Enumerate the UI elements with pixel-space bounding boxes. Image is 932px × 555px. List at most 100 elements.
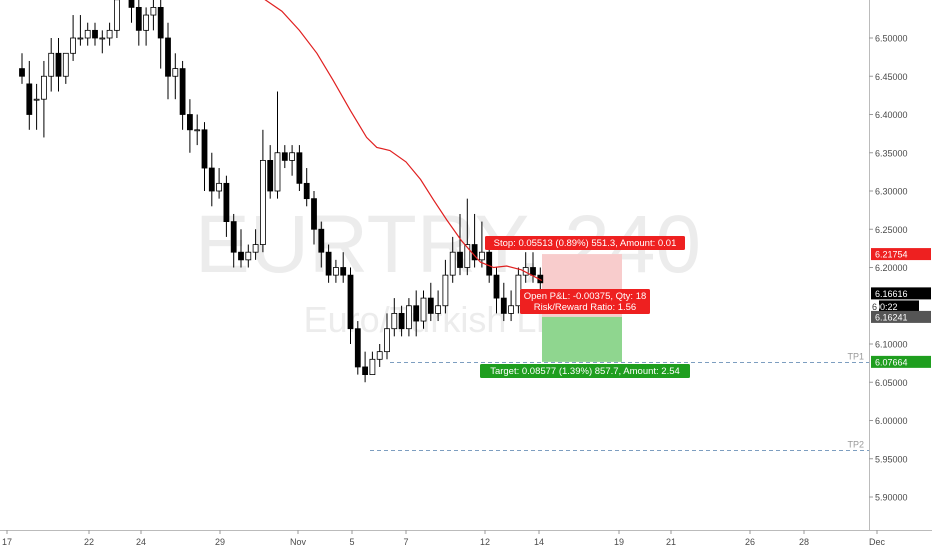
moving-average — [264, 0, 543, 282]
candle-body — [427, 297, 434, 314]
candle-body — [332, 267, 339, 276]
pnl-label-text: Risk/Reward Ratio: 1.56 — [534, 302, 636, 313]
candle-body — [478, 251, 485, 261]
dashed-line-label: TP2 — [847, 440, 864, 450]
candle-body — [135, 7, 142, 31]
price-axis[interactable]: 6.50000 6.45000 6.40000 6.35000 6.30000 6.250… — [869, 34, 908, 503]
candle-body — [303, 182, 310, 200]
y-tick-label: 5.90000 — [875, 493, 908, 503]
candle-body — [179, 68, 186, 115]
candle-body — [449, 251, 456, 276]
candle-body — [70, 37, 76, 54]
x-tick-label: 12 — [480, 537, 490, 547]
candle-body — [186, 114, 193, 131]
candle-body — [157, 7, 164, 39]
x-tick-label: 17 — [2, 537, 12, 547]
target-label-box — [480, 364, 690, 378]
candle-body — [508, 305, 515, 314]
price-tag-current — [871, 287, 931, 300]
candle-body — [442, 274, 449, 307]
candle-body — [354, 328, 361, 368]
candle-body — [289, 152, 296, 161]
time-axis[interactable]: 17 22 24 29 Nov 5 7 12 14 19 21 26 28 Dec — [2, 530, 886, 547]
price-tag-target — [871, 355, 931, 368]
candle-body — [296, 152, 303, 184]
candle-body — [172, 68, 179, 77]
candle-body — [340, 267, 347, 276]
candle-body — [398, 312, 405, 330]
candle-body — [369, 358, 376, 375]
candle-body — [41, 75, 47, 100]
price-tag-text: 6.16241 — [875, 312, 908, 322]
candle-body — [318, 228, 325, 253]
x-tick-label: 7 — [403, 537, 408, 547]
candle-body — [457, 251, 463, 268]
candle-body — [223, 182, 230, 223]
y-tick-label: 6.40000 — [875, 110, 908, 120]
candle-body — [267, 159, 274, 192]
y-tick-label: 6.45000 — [875, 72, 908, 82]
candle-body — [420, 297, 427, 322]
candle-body — [500, 297, 507, 314]
price-tag-text: 6.21754 — [875, 250, 908, 260]
candle-body — [259, 159, 266, 245]
y-tick-label: 6.00000 — [875, 416, 908, 426]
candle-body — [245, 251, 252, 261]
candle-body — [77, 37, 84, 40]
candle-body — [486, 251, 493, 276]
candle-body — [143, 14, 150, 31]
candlestick-series — [19, 0, 544, 383]
price-tags: 6.21754 6.16616 00:226.16241 6.07664 6 — [871, 248, 931, 368]
candle-body — [311, 198, 317, 230]
x-tick-label: 28 — [799, 537, 809, 547]
candle-body — [347, 274, 354, 330]
y-tick-label: 6.50000 — [875, 34, 908, 44]
x-tick-label: 19 — [614, 537, 624, 547]
candle-body — [325, 251, 332, 276]
x-tick-label: 5 — [349, 537, 354, 547]
x-tick-label: 29 — [215, 537, 225, 547]
candle-body — [384, 328, 390, 353]
y-tick-label: 6.10000 — [875, 340, 908, 350]
stop-label-box — [485, 236, 685, 250]
candle-body — [106, 29, 113, 39]
candle-body — [62, 52, 69, 77]
y-tick-label: 5.95000 — [875, 454, 908, 464]
position-labels: Stop: 0.05513 (0.89%) 551.3, Amount: 0.0… — [480, 236, 690, 378]
candle-body — [413, 305, 420, 322]
moving-average-line — [264, 0, 543, 282]
price-tag-stop — [871, 248, 931, 261]
candle-body — [84, 29, 91, 39]
stop-label-text: Stop: 0.05513 (0.89%) 551.3, Amount: 0.0… — [494, 238, 677, 249]
x-tick-label: Nov — [290, 537, 307, 547]
candle-body — [405, 305, 412, 330]
y-tick-label: 6.25000 — [875, 225, 908, 235]
y-tick-label: 6.30000 — [875, 187, 908, 197]
pnl-label-text: Open P&L: -0.00375, Qty: 18 — [524, 291, 647, 302]
candle-body — [208, 167, 215, 192]
price-tag-text: 6.07664 — [875, 357, 908, 367]
candle-body — [99, 37, 106, 40]
candle-body — [464, 244, 471, 268]
candle-body — [216, 182, 223, 192]
partial-price-tag-text: 6 — [872, 302, 877, 312]
x-tick-label: 24 — [136, 537, 146, 547]
candle-body — [165, 37, 171, 77]
x-tick-label: 22 — [84, 537, 94, 547]
candle-body — [493, 274, 500, 299]
candle-body — [48, 52, 55, 77]
candle-body — [274, 152, 281, 192]
candle-body — [26, 83, 33, 115]
x-tick-label: 21 — [666, 537, 676, 547]
x-tick-label: 26 — [745, 537, 755, 547]
price-tag-entry — [871, 310, 931, 323]
candle-body — [33, 98, 40, 101]
candle-body — [150, 7, 157, 16]
candle-body — [55, 52, 62, 77]
candle-body — [435, 305, 442, 314]
candle-body — [238, 251, 244, 261]
dashed-line-label: TP1 — [847, 352, 864, 362]
